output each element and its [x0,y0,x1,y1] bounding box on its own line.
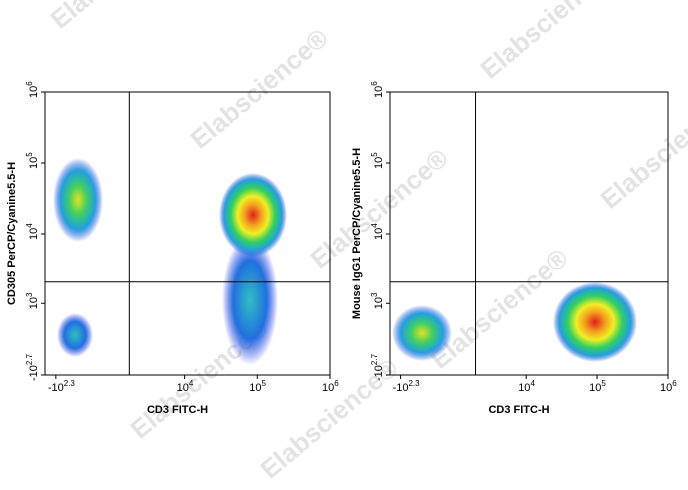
watermark: Elabscience® [595,83,688,215]
tick-base: 10 [589,382,601,394]
tick-base: 10 [28,228,40,240]
tick-exponent: 2.7 [370,353,379,365]
tick-exponent: 5 [370,152,379,157]
tick-base: 10 [177,382,189,394]
tick-base: -10 [48,382,64,394]
tick-base: 10 [518,382,530,394]
tick-label: 106 [370,81,385,98]
watermark: Elabscience® [475,0,624,85]
tick-exponent: 5 [25,152,34,157]
watermark: Elabscience® [45,0,194,35]
population [392,305,452,361]
tick-base: -10 [373,365,385,381]
y-axis-label: Mouse IgG1 PerCP/Cyanine5.5-H [351,148,363,319]
tick-label: 103 [370,292,385,309]
tick-label: -102.3 [393,379,421,394]
tick-exponent: 4 [25,223,34,228]
tick-base: 10 [373,228,385,240]
populations [53,158,637,365]
tick-label: 105 [249,379,266,394]
tick-exponent: 2.3 [408,379,420,388]
tick-label: 105 [589,379,606,394]
tick-exponent: 4 [189,379,194,388]
tick-exponent: 2.3 [64,379,76,388]
tick-base: 10 [28,157,40,169]
tick-label: 104 [370,223,385,240]
tick-exponent: 2.7 [25,353,34,365]
tick-label: -102.3 [48,379,76,394]
population [57,313,93,357]
x-axis-label: CD3 FITC-H [488,404,549,416]
tick-exponent: 6 [672,379,677,388]
tick-base: 10 [28,297,40,309]
population [219,173,287,257]
tick-label: 106 [25,81,40,98]
tick-exponent: 3 [370,292,379,297]
tick-label: 103 [25,292,40,309]
watermarks: Elabscience® Elabscience® Elabscience® E… [45,0,688,485]
tick-base: 10 [373,86,385,98]
watermark: Elabscience® [425,243,574,375]
tick-base: -10 [28,365,40,381]
tick-label: 104 [25,223,40,240]
y-axis-label: CD305 PerCP/Cyanine5.5-H [6,162,18,305]
tick-base: 10 [28,86,40,98]
tick-label: 106 [322,379,339,394]
population [222,235,278,365]
population [53,158,103,242]
watermark: Elabscience® [185,23,334,155]
tick-exponent: 6 [334,379,339,388]
tick-base: 10 [373,157,385,169]
tick-exponent: 4 [370,223,379,228]
population [553,282,637,362]
tick-label: 104 [177,379,194,394]
tick-exponent: 3 [25,292,34,297]
tick-label: 104 [518,379,535,394]
tick-base: 10 [373,297,385,309]
tick-base: 10 [249,382,261,394]
tick-base: -10 [393,382,409,394]
tick-base: 10 [660,382,672,394]
tick-label: -102.7 [25,353,40,381]
tick-exponent: 5 [262,379,267,388]
x-axis-label: CD3 FITC-H [147,404,208,416]
tick-label: 105 [25,152,40,169]
tick-label: 105 [370,152,385,169]
tick-exponent: 6 [370,81,379,86]
tick-base: 10 [322,382,334,394]
tick-exponent: 4 [530,379,535,388]
tick-exponent: 5 [601,379,606,388]
tick-label: -102.7 [370,353,385,381]
tick-label: 106 [660,379,677,394]
tick-exponent: 6 [25,81,34,86]
